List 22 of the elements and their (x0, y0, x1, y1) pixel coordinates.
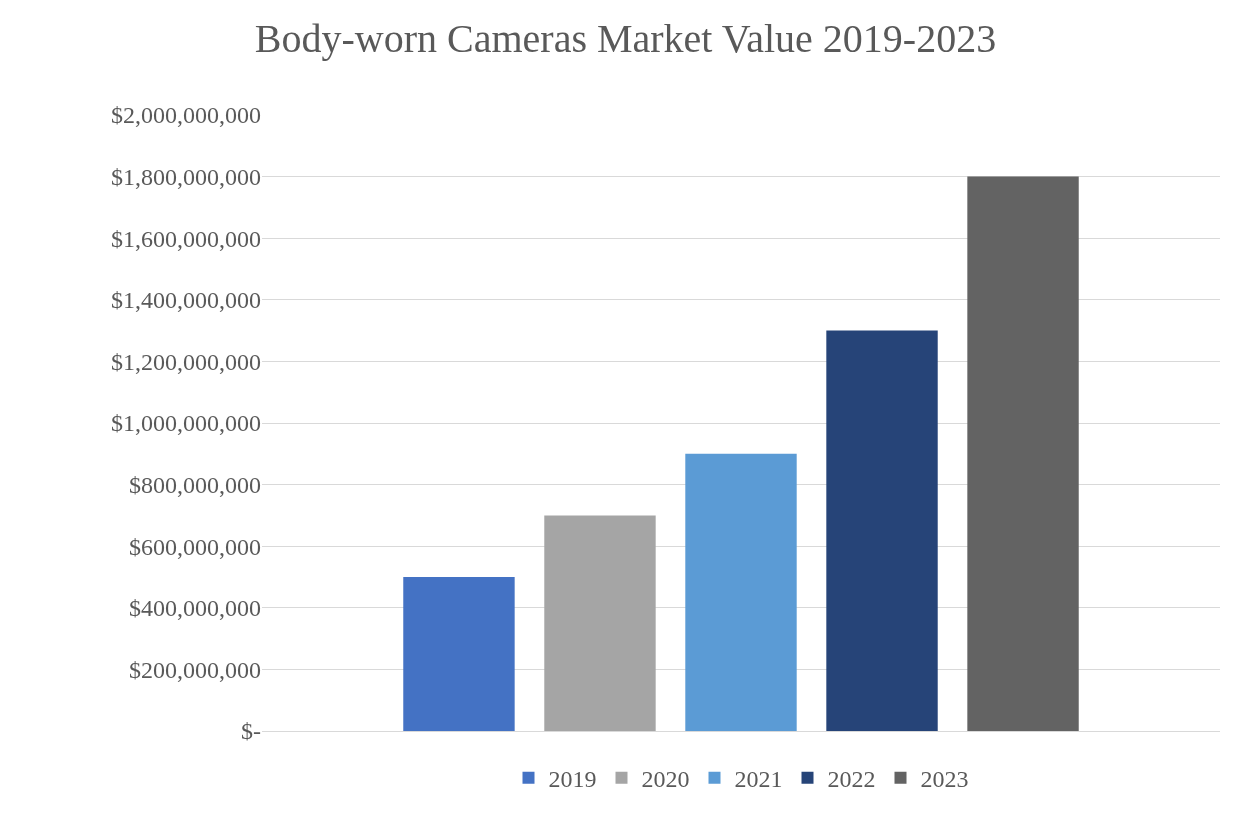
y-tick-label: $1,600,000,000 (111, 225, 261, 252)
y-tick-label: $2,000,000,000 (111, 102, 261, 129)
legend-label: 2020 (641, 766, 690, 793)
bar (403, 577, 515, 731)
legend-label: 2019 (548, 766, 597, 793)
y-tick-label: $400,000,000 (129, 595, 261, 622)
bar (544, 515, 656, 731)
y-tick-label: $1,400,000,000 (111, 287, 261, 314)
y-tick-label: $1,800,000,000 (111, 164, 261, 190)
y-tick-label: $- (241, 718, 261, 745)
legend-label: 2021 (734, 766, 783, 793)
legend-label: 2022 (827, 766, 876, 793)
legend-label: 2023 (920, 766, 969, 793)
bar (685, 453, 797, 731)
bar (967, 176, 1079, 731)
y-tick-label: $600,000,000 (129, 533, 261, 560)
bar (826, 330, 938, 731)
chart-title: Body-worn Cameras Market Value 2019-2023 (254, 15, 997, 61)
y-tick-label: $1,000,000,000 (111, 410, 261, 437)
y-tick-label: $200,000,000 (129, 656, 261, 683)
y-tick-label: $1,200,000,000 (111, 348, 261, 375)
y-tick-label: $800,000,000 (129, 472, 261, 498)
